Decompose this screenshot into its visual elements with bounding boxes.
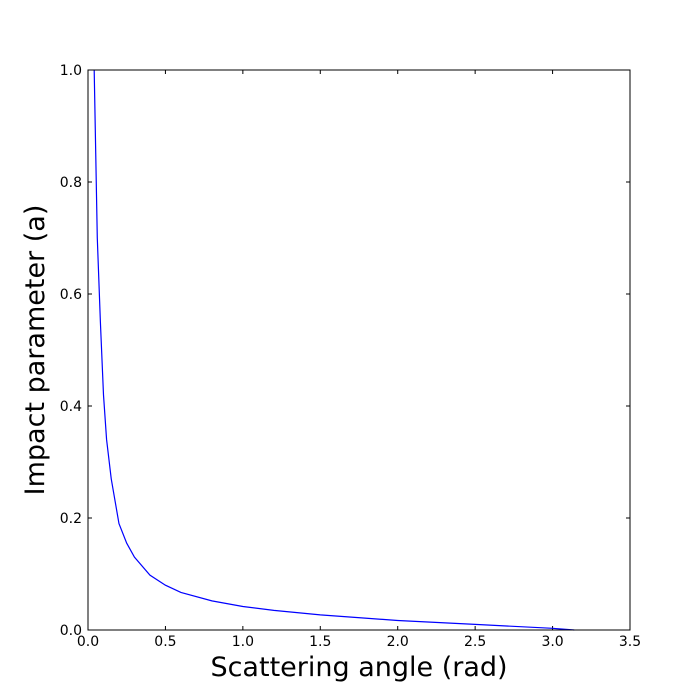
x-tick-label: 3.0 xyxy=(541,634,563,650)
y-axis-label: Impact parameter (a) xyxy=(20,205,51,496)
series-line xyxy=(93,69,575,631)
x-tick-label: 1.0 xyxy=(232,634,254,650)
plot-area xyxy=(88,70,630,630)
x-tick-label: 3.5 xyxy=(619,634,641,650)
y-tick-label: 1.0 xyxy=(60,63,82,79)
x-tick-label: 0.0 xyxy=(77,634,99,650)
x-tick-label: 0.5 xyxy=(154,634,176,650)
y-tick-label: 0.8 xyxy=(60,175,82,191)
x-axis-label: Scattering angle (rad) xyxy=(210,652,507,683)
plot-frame xyxy=(87,69,631,631)
y-tick-label: 0.6 xyxy=(60,287,82,303)
x-tick-label: 2.0 xyxy=(387,634,409,650)
y-tick-label: 0.4 xyxy=(60,399,82,415)
x-tick-label: 1.5 xyxy=(309,634,331,650)
tick-labels: 0.0 0.5 1.0 1.5 2.0 2.5 3.0 3.5 0.0 0.2 0.4 0.6 0.8 1… xyxy=(60,63,641,650)
y-tick-label: 0.2 xyxy=(60,511,82,527)
y-tick-label: 0.0 xyxy=(60,623,82,639)
x-tick-label: 2.5 xyxy=(464,634,486,650)
